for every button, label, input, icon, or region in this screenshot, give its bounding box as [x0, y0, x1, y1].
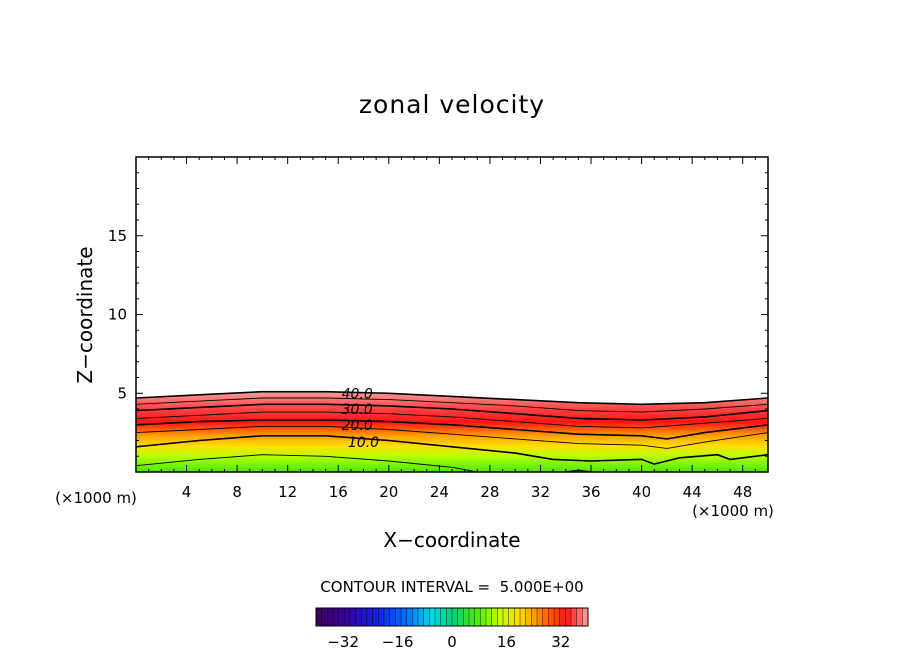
colorbar: −32 −16 0 16 32 — [315, 607, 589, 651]
colorbar-cell — [423, 607, 430, 627]
colorbar-cell — [468, 607, 476, 627]
colorbar-cell — [548, 607, 555, 627]
x-tick-label: 32 — [531, 483, 550, 501]
contour-line-5 — [136, 454, 478, 472]
colorbar-cell — [519, 607, 527, 627]
colorbar-cell — [440, 607, 447, 627]
colorbar-cell — [429, 607, 436, 627]
x-units-label: (×1000 m) — [692, 502, 774, 520]
colorbar-cell — [553, 607, 561, 627]
colorbar-cell — [570, 607, 578, 627]
colorbar-cell — [474, 607, 481, 627]
x-tick-label: 8 — [232, 483, 242, 501]
colorbar-cell — [565, 607, 572, 627]
colorbar-frame — [315, 607, 589, 627]
x-tick-label: 44 — [683, 483, 702, 501]
y-tick-label: 15 — [108, 227, 127, 245]
colorbar-cell — [446, 607, 453, 627]
colorbar-cell — [514, 607, 521, 627]
contour-line-25 — [136, 411, 768, 429]
contour-label: 20.0 — [342, 418, 373, 434]
x-tick-label: 48 — [733, 483, 752, 501]
contour-line-35 — [136, 397, 768, 413]
x-tick-label: 24 — [430, 483, 449, 501]
contour-line-20 — [136, 419, 768, 440]
x-tick-label: 20 — [379, 483, 398, 501]
colorbar-tick-label: 0 — [447, 633, 457, 651]
contour-interval-text: CONTOUR INTERVAL = 5.000E+00 — [320, 578, 583, 596]
colorbar-cell — [412, 607, 419, 627]
colorbar-cell — [508, 607, 515, 627]
contour-labels: 40.030.020.010.0 — [342, 386, 380, 451]
x-tick-label: 28 — [480, 483, 499, 501]
colorbar-cell — [395, 607, 402, 627]
colorbar-cell — [389, 607, 396, 627]
colorbar-cell — [349, 607, 357, 627]
x-tick-label: 36 — [581, 483, 600, 501]
contour-line-40 — [136, 390, 768, 406]
contour-label: 10.0 — [348, 435, 379, 451]
colorbar-cell — [497, 607, 504, 627]
colorbar-cell — [525, 607, 532, 627]
colorbar-cell — [327, 607, 334, 627]
z-units-label: (×1000 m) — [55, 489, 137, 507]
x-tick-label: 40 — [632, 483, 651, 501]
colorbar-cell — [378, 607, 385, 627]
chart-title: zonal velocity — [359, 90, 545, 119]
colorbar-cell — [406, 607, 413, 627]
x-tick-label: 16 — [329, 483, 348, 501]
x-tick-label: 12 — [278, 483, 297, 501]
colorbar-cell — [400, 607, 408, 627]
colorbar-cell — [576, 607, 583, 627]
colorbar-cell — [536, 607, 544, 627]
y-tick-label: 10 — [108, 306, 127, 324]
contour-line-30 — [136, 403, 768, 421]
x-axis-label: X−coordinate — [383, 528, 520, 552]
colorbar-cell — [361, 607, 368, 627]
colorbar-cell — [502, 607, 510, 627]
colorbar-cell — [332, 607, 340, 627]
colorbar-cell — [366, 607, 374, 627]
colorbar-cell — [383, 607, 391, 627]
x-tick-label: 4 — [182, 483, 192, 501]
colorbar-cell — [457, 607, 464, 627]
colorbar-tick-label: 16 — [497, 633, 516, 651]
contour-label: 30.0 — [342, 402, 373, 418]
colorbar-cell — [434, 607, 442, 627]
colorbar-tick-label: −32 — [327, 633, 359, 651]
colorbar-cell — [463, 607, 470, 627]
colorbar-cell — [372, 607, 379, 627]
contour-line-10 — [136, 434, 768, 465]
colorbar-cell — [451, 607, 459, 627]
colorbar-cell — [344, 607, 351, 627]
colorbar-cell — [315, 607, 323, 627]
colorbar-cell — [542, 607, 549, 627]
colorbar-cell — [338, 607, 345, 627]
colorbar-tick-label: 32 — [551, 633, 570, 651]
colorbar-cell — [491, 607, 498, 627]
contour-label: 40.0 — [342, 386, 373, 402]
colorbar-cell — [559, 607, 566, 627]
contour-lines — [136, 390, 768, 472]
contour-line-15 — [136, 425, 768, 449]
y-tick-label: 5 — [117, 384, 127, 402]
colorbar-cell — [321, 607, 328, 627]
colorbar-tick-label: −16 — [382, 633, 414, 651]
colorbar-cell — [417, 607, 425, 627]
colorbar-cell — [480, 607, 487, 627]
y-axis-label: Z−coordinate — [73, 246, 97, 383]
colorbar-cell — [485, 607, 493, 627]
colorbar-cell — [355, 607, 362, 627]
colorbar-cell — [531, 607, 538, 627]
colorbar-cell — [582, 607, 589, 627]
